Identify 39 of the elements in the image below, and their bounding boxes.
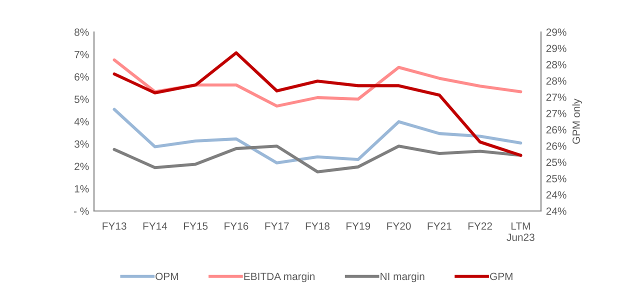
y2-tick-label: 24% [546,208,566,215]
y2-tick-label: 29% [546,28,566,36]
x-tick-label: FY22 [468,222,492,230]
legend-label: OPM [156,272,178,280]
y2-tick-label: 28% [546,77,566,85]
x-tick-label: FY20 [387,222,411,230]
x-tick-label: FY18 [306,222,330,230]
x-tick-label: FY15 [184,222,208,230]
y-tick-label: 2% [74,162,89,170]
x-tick-label: FY13 [102,222,126,230]
x-tick-label: FY21 [428,222,452,230]
legend-label: NI margin [380,272,424,282]
y2-tick-label: 25% [546,158,566,166]
y-tick-label: 7% [74,50,89,58]
legend-label: GPM [490,272,512,280]
y2-axis-title: GPM only [572,98,582,144]
line-series [112,51,522,157]
x-tick-label: FY16 [224,222,248,230]
x-tick-label: LTM Jun23 [506,222,534,241]
y-tick-label: 4% [74,118,89,126]
y2-tick-label: 27% [546,94,566,101]
y2-tick-label: 26% [546,142,566,150]
y2-tick-label: 26% [546,126,566,134]
y-tick-label: 5% [74,96,89,103]
y2-tick-label: 24% [546,191,566,199]
y-tick-label: - % [74,208,89,215]
y-tick-label: 1% [74,185,89,192]
x-tick-label: FY17 [265,222,289,230]
y2-tick-label: 28% [546,61,566,68]
y2-tick-label: 27% [546,110,566,118]
y-tick-label: 8% [74,28,89,36]
y2-tick-label: 25% [546,174,566,182]
legend-label: EBITDA margin [244,272,315,282]
y-tick-label: 3% [74,140,89,148]
x-tick-label: FY14 [143,222,168,230]
y2-tick-label: 29% [546,44,566,52]
line-series [112,108,522,164]
y-tick-label: 6% [74,73,89,81]
x-tick-label: FY19 [346,222,370,230]
